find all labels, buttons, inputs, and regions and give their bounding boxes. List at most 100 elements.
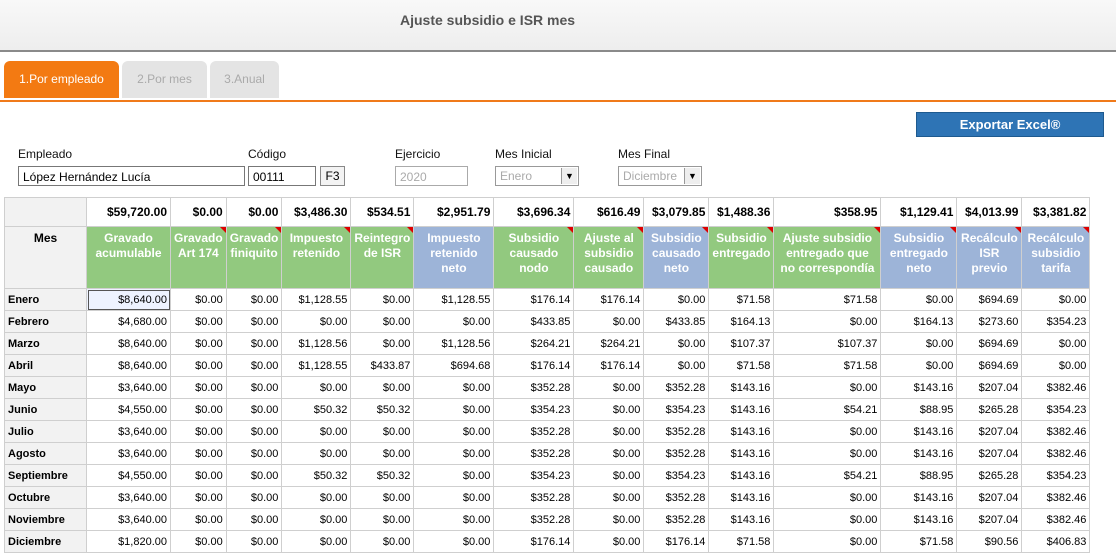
data-cell[interactable]: $143.16 [880,508,958,531]
data-cell[interactable]: $382.46 [1021,376,1091,399]
data-cell[interactable]: $352.28 [643,486,710,509]
data-cell[interactable]: $0.00 [281,530,352,553]
tab-por-mes[interactable]: 2.Por mes [122,61,207,98]
data-cell[interactable]: $0.00 [281,376,352,399]
data-cell[interactable]: $0.00 [281,442,352,465]
data-cell[interactable]: $0.00 [350,442,415,465]
data-cell[interactable]: $0.00 [643,354,710,377]
data-cell[interactable]: $71.58 [708,530,775,553]
data-cell[interactable]: $88.95 [880,464,958,487]
data-cell[interactable]: $0.00 [573,420,645,443]
chevron-down-icon[interactable]: ▼ [684,168,700,184]
data-cell[interactable]: $433.85 [493,310,575,333]
data-cell[interactable]: $176.14 [493,288,575,311]
data-cell[interactable]: $0.00 [773,486,882,509]
empleado-field[interactable]: López Hernández Lucía [18,166,245,186]
data-cell[interactable]: $354.23 [493,398,575,421]
data-cell[interactable]: $0.00 [170,530,227,553]
data-cell[interactable]: $143.16 [880,420,958,443]
data-cell[interactable]: $0.00 [573,508,645,531]
data-cell[interactable]: $433.85 [643,310,710,333]
data-cell[interactable]: $433.87 [350,354,415,377]
data-cell[interactable]: $4,680.00 [86,310,171,333]
data-cell[interactable]: $207.04 [956,442,1023,465]
data-cell[interactable]: $352.28 [493,508,575,531]
data-cell[interactable]: $176.14 [573,354,645,377]
data-cell[interactable]: $1,128.55 [413,288,495,311]
data-cell[interactable]: $1,128.56 [281,332,352,355]
data-cell[interactable]: $0.00 [573,376,645,399]
data-cell[interactable]: $0.00 [281,310,352,333]
data-cell[interactable]: $0.00 [350,376,415,399]
data-cell[interactable]: $265.28 [956,464,1023,487]
data-cell[interactable]: $143.16 [708,420,775,443]
data-cell[interactable]: $0.00 [880,332,958,355]
data-cell[interactable]: $382.46 [1021,508,1091,531]
column-header[interactable]: Recálculo subsidio tarifa [1021,226,1091,289]
data-cell[interactable]: $207.04 [956,486,1023,509]
column-header[interactable]: Recálculo ISR previo [956,226,1023,289]
data-cell[interactable]: $694.69 [956,354,1023,377]
data-cell[interactable]: $0.00 [170,354,227,377]
data-cell[interactable]: $1,820.00 [86,530,171,553]
data-cell[interactable]: $0.00 [225,376,283,399]
data-cell[interactable]: $0.00 [1021,288,1091,311]
data-cell[interactable]: $0.00 [573,398,645,421]
data-cell[interactable]: $143.16 [708,464,775,487]
column-header[interactable]: Gravado finiquito [225,226,283,289]
data-cell[interactable]: $107.37 [773,332,882,355]
data-cell[interactable]: $0.00 [773,508,882,531]
data-cell[interactable]: $0.00 [170,376,227,399]
data-cell[interactable]: $354.23 [1021,464,1091,487]
data-cell[interactable]: $0.00 [170,288,227,311]
data-cell[interactable]: $143.16 [708,508,775,531]
data-cell[interactable]: $0.00 [170,398,227,421]
data-cell[interactable]: $143.16 [708,398,775,421]
data-cell[interactable]: $0.00 [413,376,495,399]
column-header[interactable]: Impuesto retenido [281,226,352,289]
data-cell[interactable]: $0.00 [350,288,415,311]
data-cell[interactable]: $0.00 [281,486,352,509]
data-cell[interactable]: $352.28 [493,420,575,443]
data-cell[interactable]: $0.00 [170,508,227,531]
data-cell[interactable]: $0.00 [170,486,227,509]
f3-lookup-button[interactable]: F3 [320,166,345,186]
data-cell[interactable]: $1,128.55 [281,288,352,311]
data-cell[interactable]: $207.04 [956,420,1023,443]
data-cell[interactable]: $0.00 [350,420,415,443]
data-cell[interactable]: $264.21 [573,332,645,355]
data-cell[interactable]: $164.13 [708,310,775,333]
data-cell[interactable]: $694.68 [413,354,495,377]
data-cell[interactable]: $0.00 [225,354,283,377]
data-cell[interactable]: $0.00 [1021,354,1091,377]
column-header[interactable]: Subsidio causado nodo [493,226,575,289]
data-cell[interactable]: $0.00 [225,420,283,443]
data-cell[interactable]: $0.00 [773,420,882,443]
data-cell[interactable]: $0.00 [413,486,495,509]
data-cell[interactable]: $0.00 [773,442,882,465]
data-cell[interactable]: $352.28 [643,376,710,399]
data-cell[interactable]: $354.23 [1021,310,1091,333]
data-cell[interactable]: $0.00 [225,464,283,487]
data-cell[interactable]: $265.28 [956,398,1023,421]
export-excel-button[interactable]: Exportar Excel® [916,112,1104,137]
data-cell[interactable]: $71.58 [880,530,958,553]
codigo-field[interactable]: 00111 [248,166,316,186]
mes-inicial-select[interactable]: Enero ▼ [495,166,579,186]
data-cell[interactable]: $0.00 [880,354,958,377]
data-cell[interactable]: $0.00 [413,310,495,333]
data-cell[interactable]: $143.16 [880,376,958,399]
data-cell[interactable]: $0.00 [1021,332,1091,355]
data-cell[interactable]: $8,640.00 [86,354,171,377]
data-cell[interactable]: $352.28 [493,442,575,465]
data-cell[interactable]: $0.00 [225,530,283,553]
data-cell[interactable]: $0.00 [281,420,352,443]
data-cell[interactable]: $143.16 [880,442,958,465]
chevron-down-icon[interactable]: ▼ [561,168,577,184]
data-cell[interactable]: $71.58 [708,288,775,311]
data-cell[interactable]: $382.46 [1021,486,1091,509]
column-header[interactable]: Subsidio causado neto [643,226,710,289]
data-cell[interactable]: $1,128.55 [281,354,352,377]
data-cell[interactable]: $50.32 [350,398,415,421]
data-cell[interactable]: $71.58 [708,354,775,377]
